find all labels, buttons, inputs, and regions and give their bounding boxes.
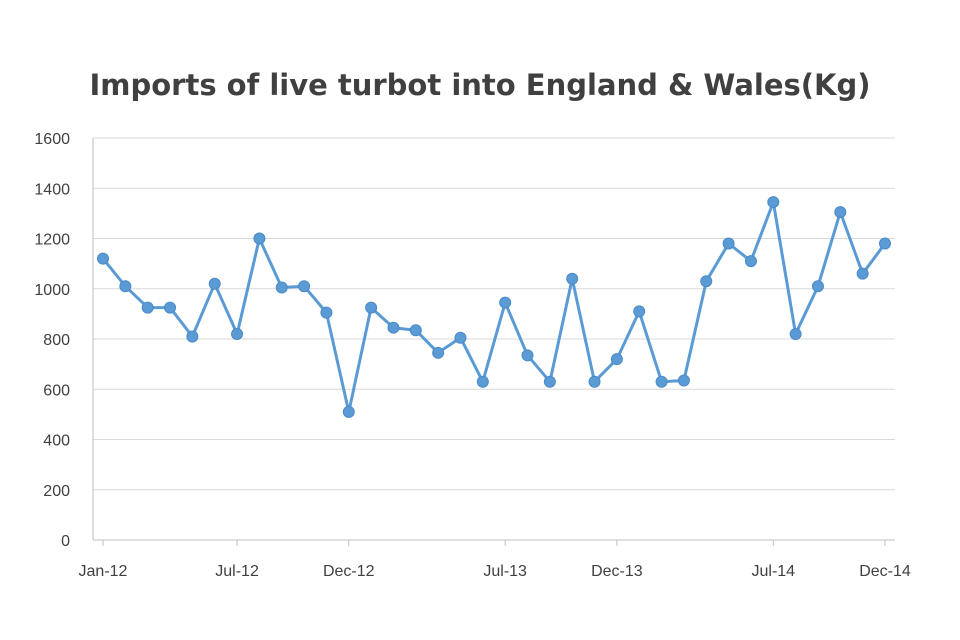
- data-point: [722, 237, 735, 250]
- data-point: [476, 375, 489, 388]
- data-point: [409, 324, 422, 337]
- x-tick-label: Dec-13: [591, 563, 643, 580]
- x-tick-label: Jul-13: [483, 563, 527, 580]
- y-tick-label: 0: [61, 533, 70, 550]
- data-point: [744, 255, 757, 268]
- data-point: [231, 327, 244, 340]
- x-tick-label: Jul-12: [215, 563, 259, 580]
- y-tick-label: 600: [43, 382, 70, 399]
- data-point: [499, 296, 512, 309]
- data-point: [767, 196, 780, 209]
- series-line: [101, 200, 887, 414]
- data-point: [566, 272, 579, 285]
- y-tick-label: 1000: [34, 282, 70, 299]
- data-point: [208, 277, 221, 290]
- y-tick-label: 200: [43, 483, 70, 500]
- data-point: [633, 305, 646, 318]
- data-point: [454, 331, 467, 344]
- data-point: [789, 327, 802, 340]
- x-tick-label: Dec-14: [859, 563, 911, 580]
- y-tick-label: 800: [43, 332, 70, 349]
- data-point: [879, 237, 891, 250]
- data-point: [700, 275, 713, 288]
- x-tick-label: Jul-14: [751, 563, 795, 580]
- data-point: [342, 405, 355, 418]
- y-tick-label: 400: [43, 433, 70, 450]
- data-point: [298, 280, 311, 293]
- data-point: [432, 346, 445, 359]
- x-tick-label: Jan-12: [79, 563, 128, 580]
- data-point: [275, 281, 288, 294]
- y-tick-label: 1400: [34, 181, 70, 198]
- chart-title: Imports of live turbot into England & Wa…: [89, 68, 871, 102]
- data-point: [387, 321, 400, 334]
- data-point: [588, 375, 601, 388]
- x-tick-label: Dec-12: [323, 563, 375, 580]
- data-point: [521, 349, 534, 362]
- data-point: [811, 280, 824, 293]
- data-point: [856, 267, 869, 280]
- data-point: [253, 232, 266, 245]
- y-tick-label: 1200: [34, 232, 70, 249]
- data-point: [320, 306, 333, 319]
- data-point: [610, 353, 623, 366]
- data-point: [834, 206, 847, 219]
- data-point: [186, 330, 199, 343]
- data-point: [141, 301, 154, 314]
- data-point: [119, 280, 132, 293]
- data-point: [543, 375, 556, 388]
- data-point: [655, 375, 668, 388]
- data-point: [677, 374, 690, 387]
- data-point: [164, 301, 177, 314]
- data-point: [97, 252, 109, 265]
- y-tick-label: 1600: [34, 131, 70, 148]
- data-point: [365, 301, 378, 314]
